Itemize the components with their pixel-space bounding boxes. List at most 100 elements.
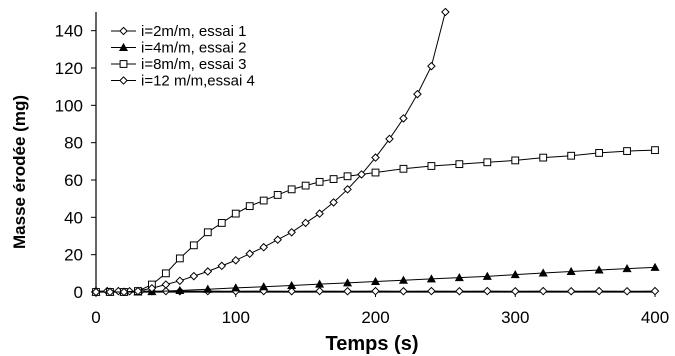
data-point: [595, 149, 604, 157]
x-tick-label: 100: [222, 308, 250, 327]
data-point: [329, 198, 338, 207]
data-point: [91, 287, 101, 297]
data-point: [567, 151, 576, 160]
data-point: [343, 286, 352, 296]
data-point: [217, 261, 227, 271]
data-point: [329, 175, 338, 183]
data-point: [147, 283, 157, 293]
x-tick-label: 400: [641, 308, 669, 327]
x-tick-label: 200: [361, 308, 389, 327]
legend: i=2m/m, essai 1i=4m/m, essai 2i=8m/m, es…: [111, 23, 255, 90]
legend-label: i=12 m/m,essai 4: [141, 73, 255, 90]
data-point: [538, 268, 548, 277]
data-point: [622, 264, 632, 273]
y-tick-label: 40: [64, 208, 83, 227]
data-point: [245, 249, 255, 259]
data-point: [566, 266, 576, 275]
data-point: [399, 114, 408, 123]
data-point: [301, 181, 310, 190]
data-point: [189, 241, 198, 250]
data-point: [371, 153, 380, 162]
legend-item: i=2m/m, essai 1: [111, 23, 246, 40]
data-point: [371, 168, 380, 177]
legend-item: i=8m/m, essai 3: [111, 56, 246, 73]
data-point: [511, 156, 520, 165]
data-point: [273, 191, 282, 199]
data-point: [231, 283, 241, 292]
data-point: [441, 7, 450, 17]
data-point: [650, 262, 660, 271]
data-point: [482, 271, 492, 280]
data-point: [315, 209, 324, 218]
data-point: [370, 276, 381, 286]
legend-label: i=4m/m, essai 2: [141, 40, 246, 57]
data-point: [203, 267, 213, 276]
data-point: [371, 286, 380, 296]
data-point: [287, 227, 296, 237]
legend-label: i=2m/m, essai 1: [141, 23, 246, 40]
data-point: [455, 286, 464, 296]
data-point: [539, 153, 548, 162]
data-point: [315, 177, 324, 186]
legend-marker: [119, 60, 128, 68]
data-point: [357, 170, 366, 179]
x-tick-label: 300: [501, 308, 529, 327]
legend-item: i=12 m/m,essai 4: [111, 73, 255, 90]
data-point: [510, 286, 520, 296]
data-point: [273, 235, 282, 245]
data-point: [259, 282, 269, 291]
data-point: [566, 286, 576, 296]
data-point: [650, 286, 660, 296]
data-point: [133, 286, 143, 296]
data-point: [399, 164, 408, 173]
axes: 0 20 40 60 80 100 120 140 0 100 200 300 400: [55, 12, 669, 327]
data-point: [427, 162, 436, 170]
data-point: [175, 254, 184, 263]
data-point: [231, 255, 241, 265]
data-point: [343, 172, 352, 181]
data-point: [287, 280, 297, 289]
legend-marker: [119, 26, 128, 36]
data-point: [594, 286, 604, 296]
data-point: [510, 270, 520, 279]
series-layer: [91, 7, 660, 297]
data-point: [287, 286, 296, 296]
data-point: [231, 209, 240, 218]
data-point: [203, 228, 212, 237]
y-axis-title: Masse érodée (mg): [10, 95, 29, 249]
y-tick-label: 20: [64, 246, 83, 265]
data-point: [315, 279, 325, 288]
data-point: [343, 278, 353, 287]
data-point: [119, 287, 129, 297]
data-point: [343, 185, 352, 194]
data-point: [482, 286, 492, 296]
data-point: [413, 89, 422, 99]
x-axis-title: Temps (s): [326, 333, 419, 355]
data-point: [203, 284, 213, 293]
legend-marker: [119, 76, 128, 85]
y-tick-label: 140: [55, 22, 83, 41]
data-point: [315, 286, 324, 296]
data-point: [259, 242, 269, 252]
data-point: [426, 274, 436, 283]
legend-item: i=4m/m, essai 2: [111, 40, 246, 57]
data-point: [245, 202, 254, 211]
data-point: [538, 286, 548, 296]
data-point: [399, 286, 408, 296]
y-tick-label: 120: [55, 59, 83, 78]
x-tick-label: 0: [91, 308, 100, 327]
data-point: [427, 286, 436, 296]
data-point: [455, 160, 464, 169]
data-point: [454, 273, 464, 282]
data-point: [161, 280, 171, 289]
data-point: [398, 275, 408, 284]
legend-marker: [118, 42, 129, 52]
data-point: [217, 219, 226, 227]
data-point: [427, 61, 436, 71]
series-4: [91, 7, 450, 297]
data-point: [175, 276, 185, 286]
y-tick-label: 80: [64, 134, 83, 153]
data-point: [623, 147, 631, 155]
data-point: [301, 218, 310, 228]
